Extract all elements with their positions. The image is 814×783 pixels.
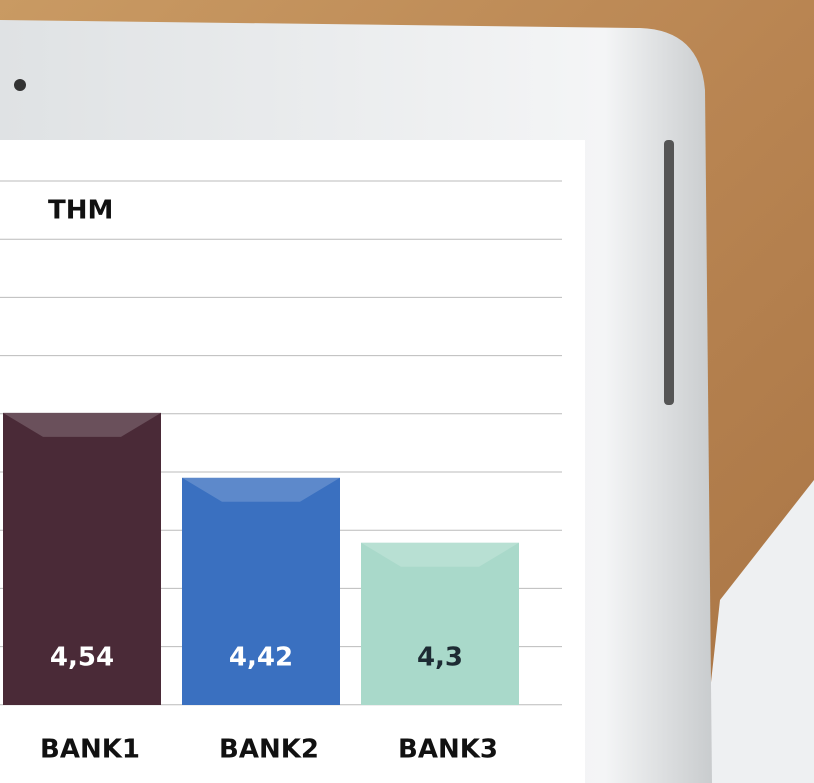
x-tick-label: BANK2 bbox=[219, 735, 319, 765]
camera bbox=[14, 79, 26, 91]
chart-title: THM bbox=[48, 196, 113, 226]
chart: THM 4,54 BANK1 4,42 BANK2 4,3 BANK3 bbox=[0, 0, 814, 783]
value-label: 4,3 bbox=[417, 643, 463, 673]
value-label: 4,54 bbox=[50, 643, 114, 673]
side-button bbox=[664, 140, 674, 405]
x-tick-label: BANK3 bbox=[398, 735, 498, 765]
x-tick-label: BANK1 bbox=[40, 735, 140, 765]
value-label: 4,42 bbox=[229, 643, 293, 673]
bar bbox=[361, 543, 519, 705]
page: THM 4,54BANK14,42BANK24,3BANK3 (() => { … bbox=[0, 0, 814, 783]
